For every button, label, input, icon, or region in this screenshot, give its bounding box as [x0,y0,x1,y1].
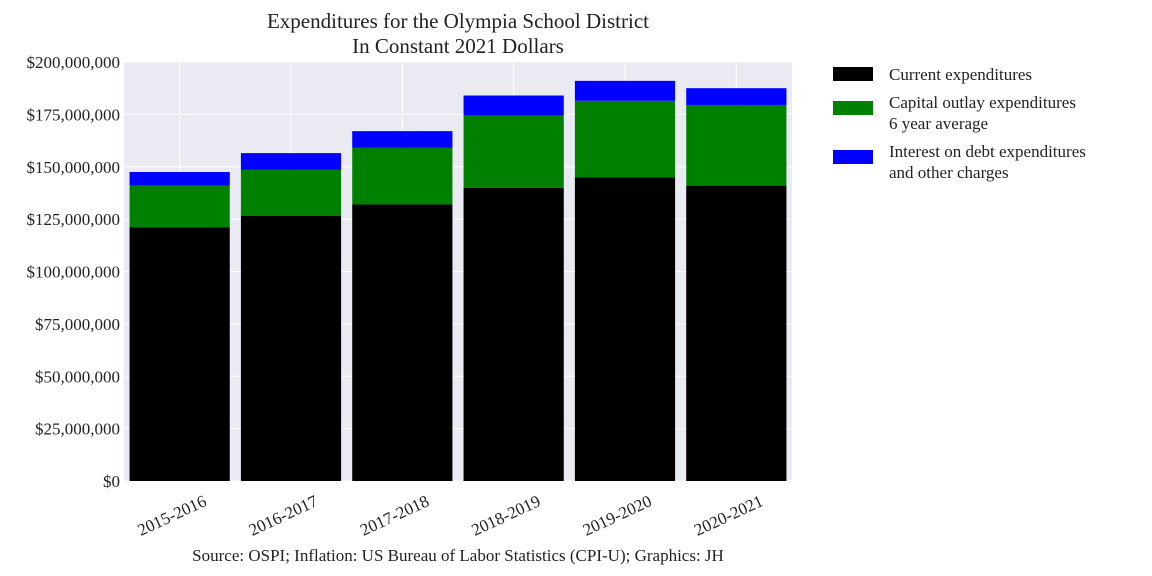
bar-segment [574,177,676,481]
y-axis: $0 $25,000,000 $50,000,000 $75,000,000 $100,… [27,53,121,491]
y-tick-label: $175,000,000 [27,105,121,124]
x-axis: 2015-2016 2016-2017 2017-2018 2018-2019 2019… [135,491,766,540]
bar-segment [240,215,342,482]
x-tick-label: 2020-2021 [691,491,766,539]
y-tick-label: $0 [103,472,120,491]
bar-segment [352,131,453,148]
legend-swatch [833,150,873,164]
bar-segment [352,147,453,205]
bar-segment [574,100,676,178]
legend-label: Current expenditures [889,65,1032,84]
y-tick-label: $100,000,000 [27,263,121,282]
y-tick-label: $25,000,000 [35,420,120,439]
bar-segment [574,80,676,101]
chart-subtitle: In Constant 2021 Dollars [352,34,564,58]
bar-segment [129,171,230,186]
legend-swatch [833,67,873,81]
y-tick-label: $50,000,000 [35,367,120,386]
x-tick-label: 2015-2016 [135,491,210,539]
bar-segment [686,104,787,186]
legend-swatch [833,101,873,115]
chart-title: Expenditures for the Olympia School Dist… [267,9,649,33]
x-tick-label: 2016-2017 [246,491,321,540]
bar-segment [240,169,342,216]
y-tick-label: $150,000,000 [27,158,121,177]
source-note: Source: OSPI; Inflation: US Bureau of La… [192,546,724,565]
bar-segment [463,187,564,481]
x-tick-label: 2018-2019 [469,491,544,539]
bar-segment [686,88,787,105]
y-tick-label: $75,000,000 [35,315,120,334]
y-tick-label: $200,000,000 [27,53,121,72]
legend-label: Capital outlay expenditures 6 year averag… [889,93,1076,133]
legend: Current expenditures Capital outlay expen… [833,65,1086,182]
y-tick-label: $125,000,000 [27,210,121,229]
bar-segment [240,153,342,170]
bars [129,80,787,482]
legend-label: Interest on debt expenditures and other c… [889,142,1086,182]
x-tick-label: 2017-2018 [357,491,432,539]
bar-segment [463,95,564,116]
bar-segment [129,227,230,481]
bar-segment [352,204,453,481]
bar-segment [686,185,787,482]
bar-segment [463,115,564,188]
x-tick-label: 2019-2020 [580,491,655,539]
bar-segment [129,185,230,228]
